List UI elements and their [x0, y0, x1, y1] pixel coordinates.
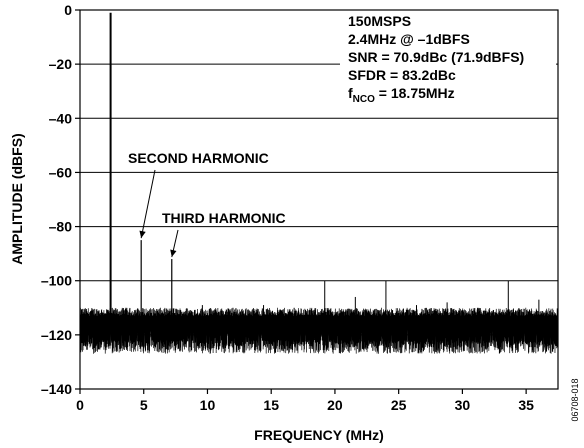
- info-line: 2.4MHz @ –1dBFS: [348, 31, 470, 47]
- annotation-leader: [140, 169, 156, 239]
- x-tick-label: 15: [263, 397, 279, 413]
- y-tick-label: –140: [41, 381, 72, 397]
- y-tick-label: –60: [49, 164, 73, 180]
- x-tick-label: 0: [76, 397, 84, 413]
- x-tick-label: 10: [200, 397, 216, 413]
- y-axis-label: AMPLITUDE (dBFS): [9, 133, 25, 264]
- x-tick-label: 30: [455, 397, 471, 413]
- spectrum-trace: [79, 12, 559, 354]
- y-tick-label: –120: [41, 327, 72, 343]
- x-tick-label: 20: [327, 397, 343, 413]
- info-line: 150MSPS: [348, 13, 411, 29]
- info-box-background: [340, 12, 556, 110]
- info-line: SFDR = 83.2dBc: [348, 67, 456, 83]
- y-tick-label: –40: [49, 110, 73, 126]
- measurement-info-box: 150MSPS 2.4MHz @ –1dBFS SNR = 70.9dBc (71.…: [348, 13, 524, 105]
- y-tick-label: –20: [49, 56, 73, 72]
- figure-id: 06708-018: [570, 378, 580, 421]
- x-tick-label: 5: [140, 397, 148, 413]
- x-tick-label: 25: [391, 397, 407, 413]
- plot-frame: [79, 9, 559, 390]
- y-axis-ticks: 0 –20 –40 –60 –80 –100 –120 –140: [41, 2, 80, 397]
- y-tick-label: –100: [41, 273, 72, 289]
- x-tick-label: 35: [518, 397, 534, 413]
- y-tick-label: 0: [64, 2, 72, 18]
- x-axis-label: FREQUENCY (MHz): [254, 427, 384, 443]
- y-tick-label: –80: [49, 219, 73, 235]
- info-line: SNR = 70.9dBc (71.9dBFS): [348, 49, 524, 65]
- annotation-arrowhead: [170, 249, 177, 258]
- noise-floor: [79, 307, 559, 354]
- x-axis-ticks: 0 5 10 15 20 25 30 35: [76, 389, 534, 413]
- annotation-arrowhead: [139, 230, 146, 239]
- annotation-label: THIRD HARMONIC: [162, 210, 286, 226]
- annotation-label: SECOND HARMONIC: [128, 150, 269, 166]
- harmonic-annotations: SECOND HARMONIC THIRD HARMONIC: [128, 150, 286, 258]
- info-line-nco: fNCO = 18.75MHz: [348, 85, 455, 105]
